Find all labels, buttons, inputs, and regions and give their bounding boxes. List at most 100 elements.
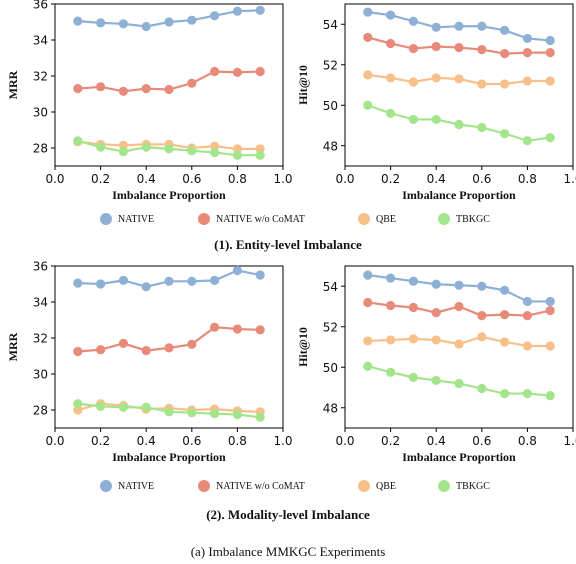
data-point-native bbox=[431, 279, 441, 289]
y-tick-label: 30 bbox=[33, 106, 48, 120]
section-title-entity: (1). Entity-level Imbalance bbox=[214, 237, 362, 252]
data-point-tbkgc bbox=[118, 147, 128, 157]
x-tick-label: 0.0 bbox=[335, 172, 354, 186]
x-tick-label: 0.2 bbox=[91, 172, 110, 186]
data-point-native bbox=[141, 21, 151, 32]
y-tick-label: 52 bbox=[323, 320, 338, 334]
data-point-tbkgc bbox=[96, 401, 106, 411]
data-point-qbe bbox=[454, 339, 464, 349]
data-point-native_wo_comat bbox=[386, 38, 396, 49]
x-tick-label: 1.0 bbox=[563, 172, 576, 186]
data-point-native_wo_comat bbox=[386, 300, 396, 311]
data-point-qbe bbox=[477, 79, 487, 89]
y-tick-label: 54 bbox=[323, 280, 338, 294]
x-tick-label: 0.6 bbox=[472, 434, 491, 448]
data-point-native bbox=[210, 275, 220, 285]
series-qbe bbox=[363, 332, 555, 351]
legend-label-tbkgc: TBKGC bbox=[456, 214, 490, 225]
legend-marker-native bbox=[100, 213, 112, 225]
y-axis-label: MRR bbox=[6, 70, 20, 99]
data-point-native_wo_comat bbox=[363, 32, 373, 43]
data-point-native bbox=[255, 5, 265, 15]
data-point-native_wo_comat bbox=[408, 43, 418, 54]
data-point-tbkgc bbox=[141, 142, 151, 152]
x-tick-label: 1.0 bbox=[273, 172, 292, 186]
x-tick-label: 0.6 bbox=[182, 434, 201, 448]
data-point-qbe bbox=[232, 144, 242, 154]
data-point-tbkgc bbox=[232, 409, 242, 420]
data-point-tbkgc bbox=[386, 367, 396, 377]
x-tick-label: 0.8 bbox=[518, 434, 537, 448]
data-point-native bbox=[500, 285, 510, 295]
x-tick-label: 0.8 bbox=[228, 434, 247, 448]
series-native_wo_comat bbox=[363, 297, 555, 321]
legend-marker-native-wo-comat bbox=[198, 213, 210, 225]
data-point-native bbox=[386, 10, 396, 20]
data-point-native_wo_comat bbox=[522, 48, 533, 58]
data-point-tbkgc bbox=[210, 409, 220, 419]
chart-panel-4: 0.0 0.2 0.4 0.6 0.8 1.0 48 50 52 54 Imbalance Prop… bbox=[296, 265, 576, 464]
data-point-native bbox=[73, 278, 83, 288]
legend-label-native-wo-comat: NATIVE w/o CoMAT bbox=[216, 481, 305, 492]
legend-label-qbe: QBE bbox=[376, 214, 396, 225]
legend-marker-native bbox=[100, 480, 112, 492]
data-point-qbe bbox=[545, 341, 555, 351]
legend-row-modality: NATIVE NATIVE w/o CoMAT QBE TBKGC bbox=[100, 480, 490, 492]
data-point-native_wo_comat bbox=[232, 67, 242, 77]
data-point-native bbox=[454, 280, 464, 290]
data-point-tbkgc bbox=[73, 399, 83, 409]
data-point-tbkgc bbox=[454, 378, 464, 389]
y-tick-label: 34 bbox=[33, 34, 48, 48]
data-point-native_wo_comat bbox=[164, 84, 174, 95]
data-point-qbe bbox=[386, 73, 396, 83]
series-tbkgc bbox=[363, 100, 555, 146]
data-point-tbkgc bbox=[477, 383, 487, 394]
y-tick-label: 28 bbox=[33, 142, 48, 156]
x-axis-label: Imbalance Proportion bbox=[402, 450, 516, 464]
x-tick-label: 0.2 bbox=[381, 434, 400, 448]
data-point-tbkgc bbox=[187, 408, 197, 418]
x-tick-label: 0.8 bbox=[228, 172, 247, 186]
data-point-tbkgc bbox=[96, 142, 106, 152]
data-point-native_wo_comat bbox=[187, 339, 197, 349]
x-tick-label: 0.8 bbox=[518, 172, 537, 186]
legend-label-native: NATIVE bbox=[118, 481, 154, 492]
data-point-native bbox=[96, 279, 106, 289]
data-point-native_wo_comat bbox=[210, 66, 220, 77]
data-point-native_wo_comat bbox=[210, 322, 220, 332]
data-point-native bbox=[96, 18, 106, 28]
data-point-native_wo_comat bbox=[232, 324, 242, 334]
data-point-tbkgc bbox=[477, 122, 487, 133]
data-point-tbkgc bbox=[386, 108, 396, 118]
y-axis-label: Hit@10 bbox=[296, 327, 310, 367]
chart-panel-3: 0.0 0.2 0.4 0.6 0.8 1.0 28 30 32 34 36 Imbalance Pr… bbox=[6, 260, 293, 465]
data-point-native bbox=[187, 15, 197, 25]
data-point-tbkgc bbox=[522, 388, 533, 399]
figure-caption: (a) Imbalance MMKGC Experiments bbox=[191, 544, 386, 559]
x-tick-label: 0.2 bbox=[91, 434, 110, 448]
data-point-tbkgc bbox=[118, 402, 128, 412]
y-tick-label: 50 bbox=[323, 361, 338, 375]
legend-label-native-wo-comat: NATIVE w/o CoMAT bbox=[216, 214, 305, 225]
data-point-native_wo_comat bbox=[96, 82, 106, 92]
data-point-tbkgc bbox=[454, 119, 464, 130]
data-point-qbe bbox=[431, 335, 441, 345]
data-point-native_wo_comat bbox=[545, 48, 555, 58]
data-point-native_wo_comat bbox=[454, 301, 464, 312]
data-point-qbe bbox=[363, 336, 373, 346]
series-native bbox=[73, 265, 265, 292]
x-tick-label: 1.0 bbox=[563, 434, 576, 448]
data-point-native bbox=[545, 296, 555, 307]
x-axis-label: Imbalance Proportion bbox=[112, 450, 226, 464]
y-tick-label: 54 bbox=[323, 18, 338, 32]
data-point-native_wo_comat bbox=[255, 66, 265, 77]
data-point-native_wo_comat bbox=[408, 302, 418, 313]
data-point-tbkgc bbox=[255, 412, 265, 422]
data-point-native bbox=[164, 276, 174, 286]
data-point-qbe bbox=[500, 79, 510, 89]
series-native_wo_comat bbox=[73, 66, 265, 96]
series-tbkgc bbox=[363, 361, 555, 401]
data-point-native_wo_comat bbox=[141, 84, 151, 94]
plot-frame bbox=[54, 3, 284, 167]
data-point-native bbox=[232, 6, 242, 16]
